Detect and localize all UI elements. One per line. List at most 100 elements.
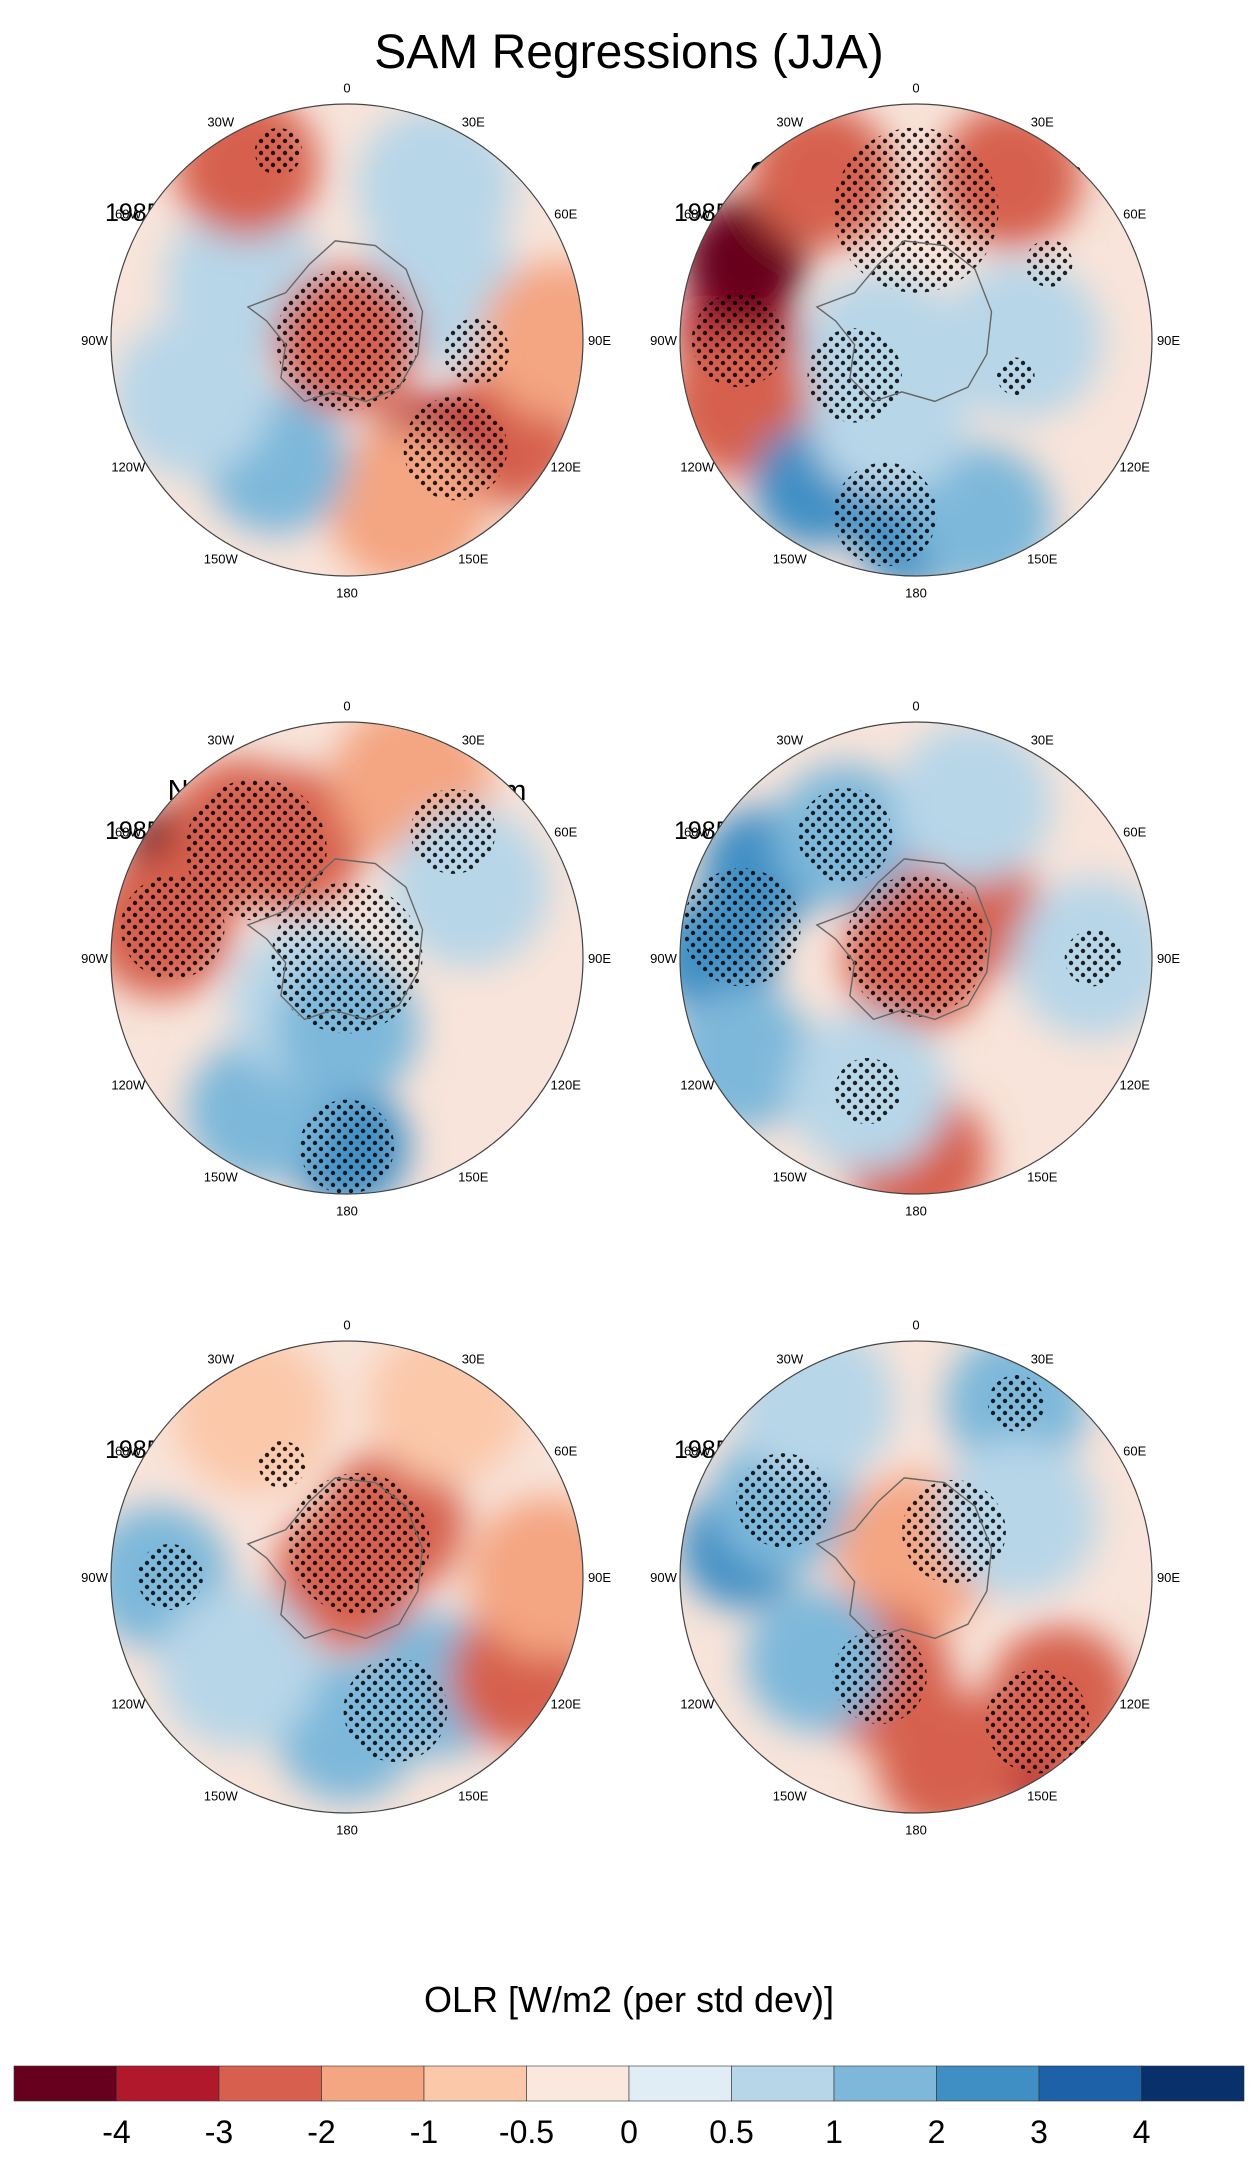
longitude-label: 60W [684,825,711,840]
longitude-label: 30W [207,732,234,747]
longitude-label: 150W [204,552,239,567]
stipple-region [271,882,423,1034]
antarctica-coastline [815,240,993,403]
longitude-label: 120W [680,459,715,474]
colorbar-boxes [13,2065,1245,2102]
antarctica-coastline [246,1477,424,1640]
significance-stipple [136,1440,448,1762]
stipple-region [120,875,225,980]
colorbar-swatch [13,2065,117,2102]
longitude-label: 30E [462,732,485,747]
longitude-label: 90W [650,1570,677,1585]
map-border [679,721,1153,1195]
map-border [679,1340,1153,1814]
map-disc [680,722,1152,1194]
colorbar-swatch [628,2065,732,2102]
longitude-label: 30E [1031,114,1054,129]
significance-stipple [682,788,1122,1125]
longitude-label: 30W [207,1351,234,1366]
stipple-region [833,127,999,293]
colorbar-tick: 0 [620,2114,638,2150]
longitude-label: 60W [684,1444,711,1459]
stipple-region [185,778,327,921]
colorbar-swatch [936,2065,1040,2102]
longitude-label: 30E [462,1351,485,1366]
longitude-label: 0 [912,1317,919,1332]
longitude-label: 60E [1123,825,1146,840]
stipple-region [798,788,893,883]
longitude-label: 0 [343,698,350,713]
anomaly-blob [158,1588,319,1749]
longitude-label: 150E [1027,1170,1058,1185]
colorbar-tick: 1 [825,2114,843,2150]
longitude-label: 90E [1157,951,1180,966]
longitude-label: 90W [650,333,677,348]
map-border [110,721,584,1195]
colorbar-tick: -0.5 [499,2114,554,2150]
colorbar-tick-labels: -4 -3 -2 -1 -0.5 0 0.5 1 2 3 4 [102,2114,1150,2150]
longitude-label: 150E [1027,1789,1058,1804]
longitude-label: 30W [776,732,803,747]
stipple-region [691,292,787,388]
longitude-label: 30E [1031,732,1054,747]
stipple-region [735,1453,831,1548]
colorbar: OLR [W/m2 (per std dev)] -4 -3 -2 -1 -0.5 0 0.… [13,1979,1245,2150]
longitude-label: 150E [458,1170,489,1185]
significance-stipple [691,127,1073,567]
stipple-region [343,1658,448,1762]
colorbar-swatch [116,2065,220,2102]
stipple-region [299,1099,395,1194]
colorbar-swatch [218,2065,322,2102]
longitude-label: 0 [343,80,350,95]
longitude-label: 30W [207,114,234,129]
colorbar-swatch [1141,2065,1245,2102]
longitude-label: 120W [111,1077,146,1092]
longitude-label: 120W [111,459,146,474]
antarctica-coastline [246,240,424,403]
map-border [110,1340,584,1814]
stipple-region [254,127,302,176]
stipple-region [276,269,418,411]
longitude-label: 150E [458,552,489,567]
longitude-label: 90W [81,333,108,348]
longitude-label: 0 [912,80,919,95]
anomaly-blob [479,260,583,420]
map-panel: v1.LR-AMIP mmm1985-2014030E60E90E120E150… [650,698,1180,1218]
longitude-label: 120E [1120,1696,1151,1711]
colorbar-tick: 3 [1030,2114,1048,2150]
longitude-label: 120E [1120,459,1151,474]
longitude-label: 120E [551,1077,582,1092]
longitude-label: 150W [773,552,808,567]
longitude-label: 90E [588,951,611,966]
stipple-region [410,788,496,874]
colorbar-swatch [423,2065,527,2102]
longitude-label: 60W [115,825,142,840]
map-disc [111,1341,583,1813]
stipple-region [258,1440,306,1489]
longitude-label: 0 [343,1317,350,1332]
longitude-label: 120W [680,1696,715,1711]
colorbar-tick: 2 [928,2114,946,2150]
stipple-region [443,318,510,385]
stipple-region [136,1543,204,1611]
stipple-region [834,1058,901,1125]
longitude-label: 180 [336,1204,358,1219]
longitude-label: 180 [336,1823,358,1838]
map-panel: NCAR_CESM2-AMIP mmm1985-2014030E60E90E12… [81,698,611,1218]
longitude-label: 60E [1123,207,1146,222]
longitude-label: 120E [551,1696,582,1711]
longitude-label: 30W [776,1351,803,1366]
longitude-label: 150E [1027,552,1058,567]
longitude-label: 90W [650,951,677,966]
longitude-label: 180 [336,586,358,601]
stipple-region [985,1669,1090,1774]
colorbar-swatch [321,2065,425,2102]
longitude-label: 90E [588,1570,611,1585]
longitude-label: 60E [1123,1444,1146,1459]
stipple-region [902,1479,1006,1584]
colorbar-tick: -2 [307,2114,335,2150]
longitude-label: 60E [554,207,577,222]
anomaly-blob [174,104,319,239]
colorbar-swatch [526,2065,630,2102]
colorbar-swatch [833,2065,937,2102]
